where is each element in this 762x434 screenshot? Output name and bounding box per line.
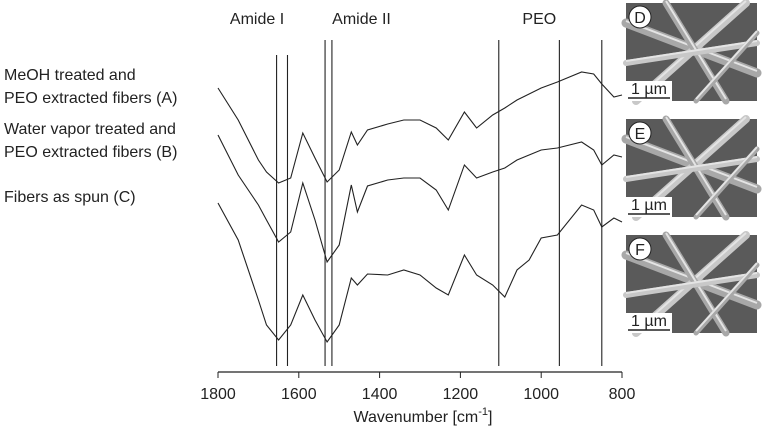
sem-fiber-highlight xyxy=(695,146,758,216)
spectrum-line xyxy=(217,71,623,184)
panel-badge xyxy=(628,121,652,145)
panel-letter: E xyxy=(635,126,646,143)
scale-label: 1 µm xyxy=(631,81,667,98)
panel-badge xyxy=(628,5,652,29)
sem-fiber-highlight xyxy=(625,156,758,178)
sem-fiber xyxy=(623,156,760,182)
band-label: Amide II xyxy=(332,11,391,28)
sem-fiber-highlight xyxy=(625,272,758,294)
series-label: PEO extracted fibers (A) xyxy=(4,90,177,107)
sem-fiber-highlight xyxy=(625,40,758,62)
sem-fiber xyxy=(623,272,760,298)
x-label-end: ] xyxy=(488,409,492,426)
series-label: MeOH treated and xyxy=(4,67,136,84)
panel-badge xyxy=(628,237,652,261)
sem-fiber-highlight xyxy=(695,30,758,100)
sem-panel: D 1 µm xyxy=(621,0,762,105)
sem-fiber xyxy=(623,40,760,66)
spectrum-line xyxy=(217,134,623,264)
scale-bar-box xyxy=(626,313,672,333)
sem-fiber xyxy=(693,30,760,104)
x-tick-label: 800 xyxy=(609,386,636,403)
x-tick-label: 1000 xyxy=(523,386,559,403)
band-label: Amide I xyxy=(230,11,284,28)
sem-panel: F 1 µm xyxy=(621,231,762,337)
x-tick-label: 1200 xyxy=(443,386,479,403)
sem-panel: E 1 µm xyxy=(621,115,762,221)
x-axis-label: Wavenumber [cm-1] xyxy=(353,406,492,426)
x-label-sup: -1 xyxy=(478,406,488,418)
x-tick-label: 1400 xyxy=(362,386,398,403)
sem-fiber xyxy=(693,146,760,220)
band-label: PEO xyxy=(522,11,556,28)
sem-fiber-highlight xyxy=(695,262,758,332)
scale-label: 1 µm xyxy=(631,313,667,330)
series-label: Water vapor treated and xyxy=(4,121,176,138)
spectrum-line xyxy=(217,202,623,344)
x-label-main: Wavenumber [cm xyxy=(353,409,478,426)
x-tick-label: 1600 xyxy=(281,386,317,403)
panel-letter: F xyxy=(635,242,645,259)
series-label: Fibers as spun (C) xyxy=(4,189,136,206)
sem-fiber xyxy=(693,262,760,336)
x-tick-label: 1800 xyxy=(200,386,236,403)
series-label: PEO extracted fibers (B) xyxy=(4,144,177,161)
scale-bar-box xyxy=(626,197,672,217)
scale-label: 1 µm xyxy=(631,197,667,214)
scale-bar-box xyxy=(626,81,672,101)
panel-letter: D xyxy=(634,10,646,27)
